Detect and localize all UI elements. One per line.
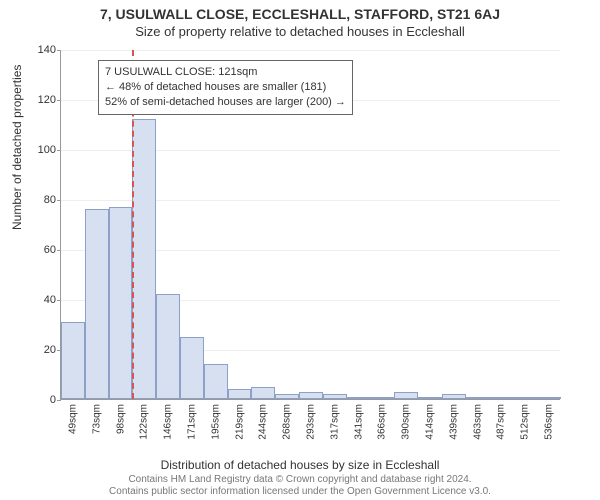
histogram-bar — [180, 337, 204, 400]
callout-line-2: ← 48% of detached houses are smaller (18… — [105, 80, 346, 95]
histogram-bar — [418, 397, 442, 399]
y-tick-mark — [57, 150, 61, 151]
histogram-bar — [513, 397, 537, 399]
y-tick-label: 120 — [16, 94, 56, 106]
y-tick-label: 40 — [16, 294, 56, 306]
histogram-bar — [537, 397, 561, 400]
page-subtitle: Size of property relative to detached ho… — [0, 22, 600, 39]
y-tick-label: 20 — [16, 344, 56, 356]
histogram-bar — [61, 322, 85, 400]
callout-box: 7 USULWALL CLOSE: 121sqm ← 48% of detach… — [98, 60, 353, 115]
histogram-bar — [228, 389, 252, 399]
y-tick-label: 80 — [16, 194, 56, 206]
histogram-bar — [156, 294, 180, 399]
x-tick-label: 244sqm — [258, 404, 269, 440]
callout-line-1: 7 USULWALL CLOSE: 121sqm — [105, 65, 346, 80]
y-tick-label: 60 — [16, 244, 56, 256]
histogram-bar — [299, 392, 323, 400]
footer-line-1: Contains HM Land Registry data © Crown c… — [0, 474, 600, 486]
histogram-bar — [490, 397, 514, 399]
x-tick-label: 414sqm — [425, 404, 436, 440]
x-tick-label: 195sqm — [210, 404, 221, 440]
x-tick-label: 73sqm — [91, 404, 102, 434]
x-tick-label: 536sqm — [544, 404, 555, 440]
x-axis-title: Distribution of detached houses by size … — [0, 458, 600, 472]
y-tick-label: 0 — [16, 394, 56, 406]
x-tick-label: 268sqm — [282, 404, 293, 440]
x-tick-label: 49sqm — [67, 404, 78, 434]
histogram-bar — [371, 397, 395, 400]
chart-container: 7, USULWALL CLOSE, ECCLESHALL, STAFFORD,… — [0, 0, 600, 500]
y-tick-mark — [57, 400, 61, 401]
footer-text: Contains HM Land Registry data © Crown c… — [0, 474, 600, 498]
y-tick-mark — [57, 250, 61, 251]
grid-line — [61, 50, 560, 51]
histogram-bar — [466, 397, 490, 400]
histogram-bar — [394, 392, 418, 400]
y-tick-label: 100 — [16, 144, 56, 156]
histogram-bar — [85, 209, 109, 399]
y-tick-mark — [57, 200, 61, 201]
x-tick-label: 341sqm — [353, 404, 364, 440]
histogram-bar — [204, 364, 228, 399]
x-tick-label: 463sqm — [472, 404, 483, 440]
x-tick-label: 293sqm — [306, 404, 317, 440]
x-tick-label: 512sqm — [520, 404, 531, 440]
histogram-bar — [132, 119, 156, 399]
x-tick-label: 98sqm — [115, 404, 126, 434]
histogram-bar — [323, 394, 347, 399]
callout-line-3: 52% of semi-detached houses are larger (… — [105, 95, 346, 110]
x-tick-label: 439sqm — [448, 404, 459, 440]
y-tick-mark — [57, 100, 61, 101]
x-tick-label: 487sqm — [496, 404, 507, 440]
x-tick-label: 366sqm — [377, 404, 388, 440]
histogram-bar — [275, 394, 299, 399]
histogram-bar — [442, 394, 466, 399]
x-tick-label: 146sqm — [163, 404, 174, 440]
y-tick-mark — [57, 300, 61, 301]
histogram-bar — [251, 387, 275, 400]
histogram-bar — [347, 397, 371, 400]
x-tick-label: 317sqm — [329, 404, 340, 440]
x-tick-label: 219sqm — [234, 404, 245, 440]
x-tick-label: 171sqm — [186, 404, 197, 440]
footer-line-2: Contains public sector information licen… — [0, 486, 600, 498]
y-tick-label: 140 — [16, 44, 56, 56]
page-title: 7, USULWALL CLOSE, ECCLESHALL, STAFFORD,… — [0, 0, 600, 22]
y-tick-mark — [57, 50, 61, 51]
x-tick-label: 122sqm — [139, 404, 150, 440]
histogram-bar — [109, 207, 133, 400]
x-tick-label: 390sqm — [401, 404, 412, 440]
